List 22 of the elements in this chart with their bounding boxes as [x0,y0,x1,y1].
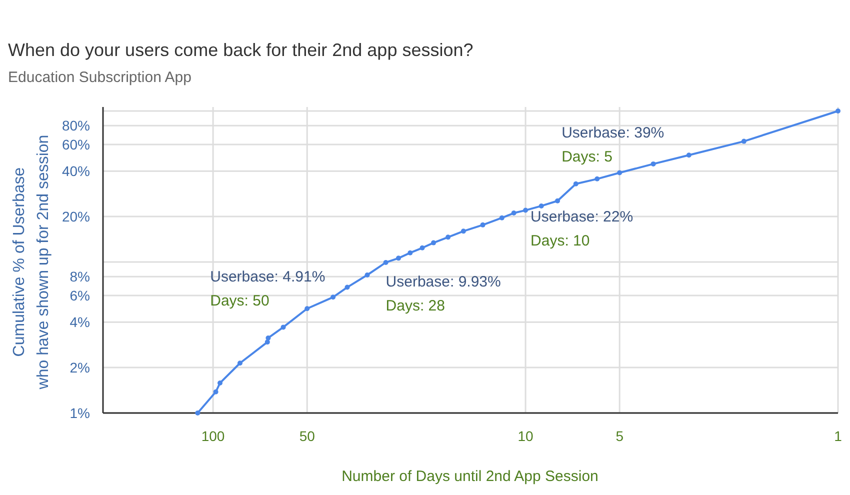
y-tick-label: 6% [70,287,90,304]
y-tick-label: 80% [62,118,90,134]
annotation: Userbase: 9.93% Days: 28 [386,273,501,314]
y-tick-label: 8% [70,268,90,285]
y-tick-label: 1% [70,404,90,421]
x-tick-label: 5 [616,428,624,444]
chart-title: When do your users come back for their 2nd app session? [8,40,474,60]
y-tick-label: 60% [62,136,90,152]
y-axis-title: Cumulative % of Userbase who have shown up for 2nd session [11,134,52,390]
y-tick-label: 40% [62,162,90,179]
y-tick-label: 4% [70,314,90,330]
y-tick-label: 20% [62,208,90,224]
x-tick-label: 50 [299,428,316,444]
annotation: Userbase: 39% Days: 5 [562,124,664,166]
x-axis-title: Number of Days until 2nd App Session [342,468,598,485]
chart-subtitle: Education Subscription App [8,69,192,86]
x-tick-label: 100 [201,428,225,444]
annotation: Userbase: 4.91% Days: 50 [210,268,326,310]
x-tick-label: 10 [518,428,534,444]
x-tick-label: 1 [834,428,842,444]
y-tick-label: 2% [70,359,90,376]
annotation: Userbase: 22% Days: 10 [530,208,634,250]
